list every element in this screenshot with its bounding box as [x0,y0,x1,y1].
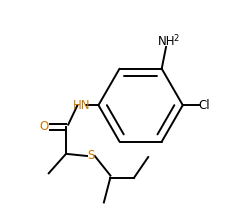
Text: O: O [39,120,49,133]
Text: HN: HN [72,99,90,112]
Text: NH: NH [158,35,176,48]
Text: S: S [87,150,94,162]
Text: 2: 2 [174,34,179,43]
Text: Cl: Cl [198,99,210,112]
